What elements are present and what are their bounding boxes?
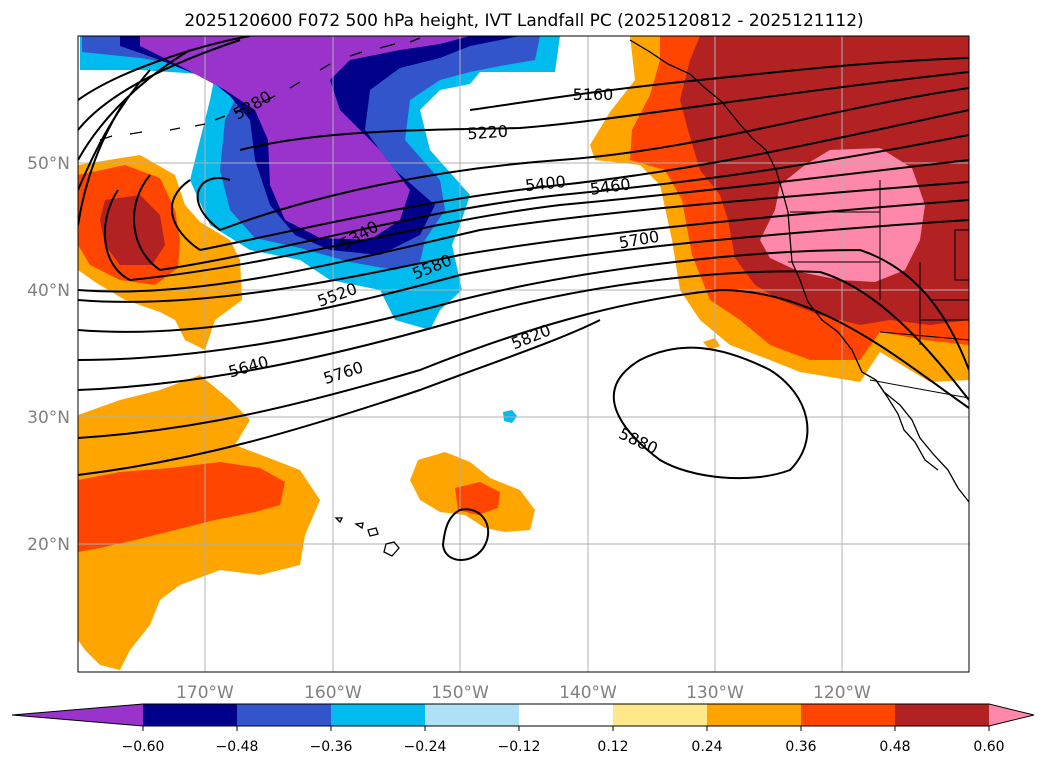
contour-line-5340 (78, 39, 969, 251)
contour-line-5580 (78, 199, 969, 303)
contour-line-5220 (239, 71, 969, 151)
colorbar-swatch (707, 704, 802, 726)
coastline-aleutians (99, 37, 421, 141)
map-area: 5160 5220 5280 5340 5400 5460 5520 5580 … (78, 36, 969, 672)
anomaly-fill-red-southwest (78, 462, 285, 552)
contour-line-5880 (612, 346, 809, 480)
lat-label-30n: 30°N (27, 408, 70, 428)
contour-line-5820-south (78, 319, 601, 476)
colorbar-swatch (801, 704, 896, 726)
contour-line-5700 (78, 248, 969, 371)
lat-label-40n: 40°N (27, 281, 70, 301)
colorbar-tick-label: −0.12 (498, 739, 541, 755)
contour-line-5880-hawaii (441, 508, 490, 561)
colorbar-tick-label: −0.24 (404, 739, 447, 755)
coastline-hawaii-3 (354, 522, 364, 530)
lon-label-130w: 130°W (686, 683, 744, 703)
colorbar-tick-label: 0.24 (691, 739, 722, 755)
colorbar-tick-label: 0.36 (785, 739, 816, 755)
colorbar-tick-label: 0.60 (973, 739, 1004, 755)
anomaly-fill-blob-ne-small (703, 338, 720, 350)
colorbar-tick-label: 0.12 (597, 739, 628, 755)
contour-label-5220: 5220 (467, 122, 509, 144)
coastline-baja (875, 379, 939, 471)
lat-label-50n: 50°N (27, 154, 70, 174)
lat-lon-grid (78, 36, 969, 672)
contour-line-5160 (469, 57, 969, 111)
colorbar: −0.60 −0.48 −0.36 −0.24 −0.12 0.12 0.24 0.36 0.4… (11, 703, 1035, 755)
contour-label-5160: 5160 (573, 85, 614, 104)
contour-line-5640 (78, 219, 969, 333)
contour-line-5760 (78, 270, 969, 401)
colorbar-swatch (425, 704, 520, 726)
colorbar-tick-label: −0.60 (122, 739, 165, 755)
lon-label-170w: 170°W (176, 683, 234, 703)
lat-axis: 50°N 40°N 30°N 20°N (27, 154, 70, 555)
colorbar-tick-label: −0.48 (216, 739, 259, 755)
colorbar-swatch (895, 704, 990, 726)
anomaly-fill-red-hawaii (455, 482, 500, 515)
height-contours (78, 36, 969, 561)
lon-label-140w: 140°W (559, 683, 617, 703)
lon-label-160w: 160°W (304, 683, 362, 703)
coastline-hawaii-2 (367, 527, 379, 537)
contour-line-5820 (78, 288, 969, 439)
lon-label-120w: 120°W (813, 683, 871, 703)
coastline-hawaii-4 (334, 517, 344, 524)
anomaly-fill-darkred-west (100, 195, 165, 265)
colorbar-swatch (143, 704, 238, 726)
map-title: 2025120600 F072 500 hPa height, IVT Land… (184, 11, 863, 31)
map-frame (77, 35, 970, 673)
contour-label-5400: 5400 (524, 172, 566, 195)
lon-label-150w: 150°W (431, 683, 489, 703)
colorbar-swatch (519, 704, 614, 726)
colorbar-swatch (331, 704, 426, 726)
colorbar-swatch (237, 704, 332, 726)
contour-line-5520 (78, 99, 969, 293)
lon-axis: 170°W 160°W 150°W 140°W 130°W 120°W (176, 683, 871, 703)
coastline-north-america (629, 39, 969, 503)
contour-line-5280 (78, 36, 969, 232)
colorbar-swatch (613, 704, 708, 726)
coastline-hawaii-1 (383, 541, 400, 557)
lat-label-20n: 20°N (27, 535, 70, 555)
colorbar-tick-label: 0.48 (879, 739, 910, 755)
colorbar-tick-label: −0.36 (310, 739, 353, 755)
colorbar-extend-min (12, 704, 143, 726)
colorbar-extend-max (989, 704, 1034, 726)
